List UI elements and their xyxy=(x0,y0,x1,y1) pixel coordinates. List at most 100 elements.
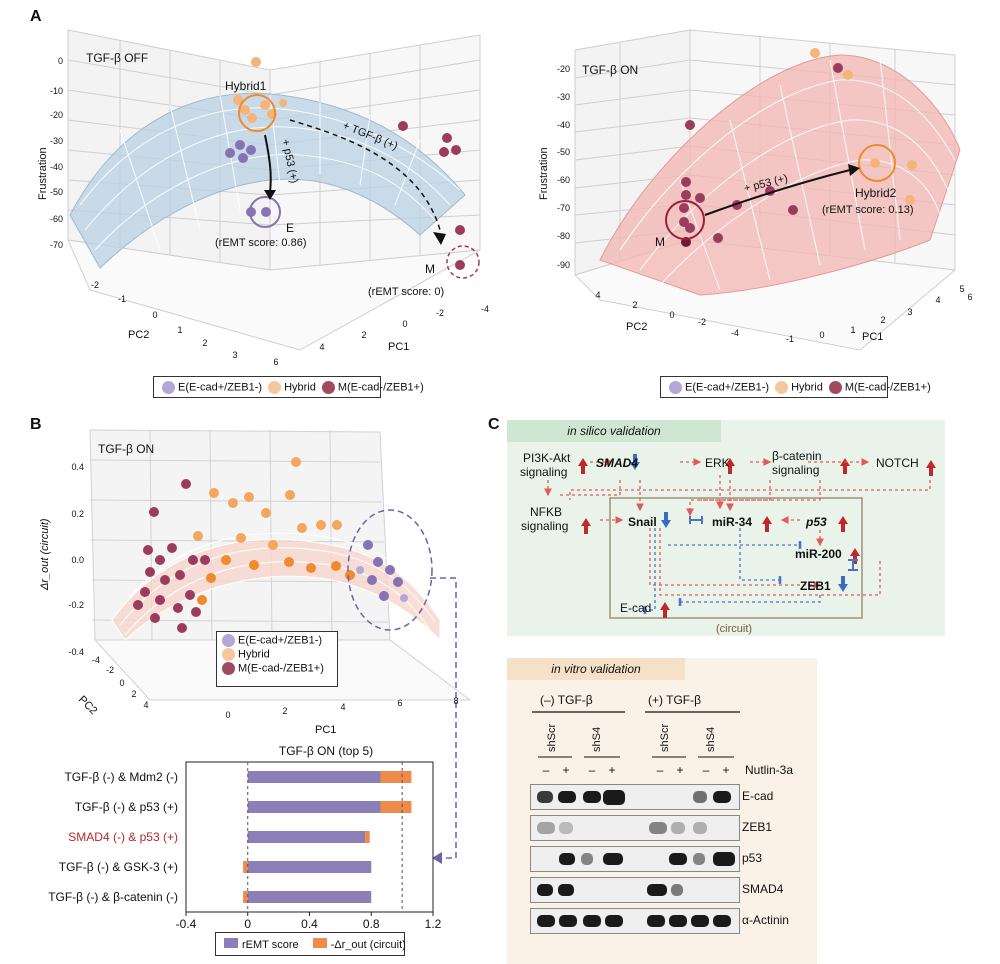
bar-category-label: TGF-β (-) & GSK-3 (+) xyxy=(59,860,178,874)
legend-e: E(E-cad+/ZEB1-) xyxy=(222,634,322,647)
panel-a-right-xlabel: PC1 xyxy=(862,331,883,343)
panel-b-yticks: -4 -2 0 2 4 xyxy=(92,655,149,710)
lane-label: shScr xyxy=(546,724,558,752)
blot-label-p53: p53 xyxy=(742,851,763,865)
bar-remt xyxy=(247,801,381,813)
panel-c-letter: C xyxy=(488,416,500,433)
legend-e: E(E-cad+/ZEB1-) xyxy=(669,380,769,394)
e-label: E xyxy=(286,221,294,235)
legend-m: M(E-cad-/ZEB1+) xyxy=(321,380,424,394)
blot-label-actinin: α-Actinin xyxy=(742,913,789,927)
svg-text:-20: -20 xyxy=(50,110,63,120)
svg-text:–: – xyxy=(589,763,596,777)
svg-text:+: + xyxy=(608,763,615,777)
up-arrow-icon xyxy=(581,518,591,534)
svg-text:0.2: 0.2 xyxy=(71,509,84,519)
svg-text:4: 4 xyxy=(595,290,600,300)
hybrid2-score: (rEMT score: 0.13) xyxy=(822,204,914,216)
down-arrow-icon xyxy=(661,512,671,528)
bar-xtick: 0 xyxy=(244,917,251,931)
m-score: (rEMT score: 0) xyxy=(368,286,444,298)
down-arrow-icon xyxy=(838,576,848,592)
blot-smad4 xyxy=(530,877,740,903)
bar-chart-title: TGF-β ON (top 5) xyxy=(279,744,373,758)
invitro-title: in vitro validation xyxy=(507,658,685,680)
node-smad4: SMAD4 xyxy=(596,456,638,470)
down-arrow-icon xyxy=(630,454,640,470)
svg-text:4: 4 xyxy=(143,700,148,710)
bar-category-label: TGF-β (-) & β-catenin (-) xyxy=(48,890,178,904)
cond-minus-label: (–) TGF-β xyxy=(540,693,593,707)
svg-text:0: 0 xyxy=(119,678,124,688)
lane-label: shS4 xyxy=(705,727,717,752)
panel-b-title: TGF-β ON xyxy=(98,442,154,456)
svg-text:-50: -50 xyxy=(557,147,570,157)
svg-text:0: 0 xyxy=(819,330,824,340)
panel-a-left-xticks: 6 4 2 0 -2 -4 xyxy=(273,304,489,367)
panel-a-letter: A xyxy=(30,8,42,25)
svg-text:2: 2 xyxy=(282,706,287,716)
svg-text:3: 3 xyxy=(907,307,912,317)
svg-text:5: 5 xyxy=(959,284,964,294)
node-notch: NOTCH xyxy=(876,456,919,470)
up-arrow-icon xyxy=(850,548,860,564)
svg-text:0: 0 xyxy=(152,310,157,320)
legend-h: Hybrid xyxy=(222,648,270,661)
svg-text:–: – xyxy=(703,763,710,777)
panel-a-left-zlabel: Frustration xyxy=(37,147,49,200)
svg-text:-4: -4 xyxy=(731,328,739,338)
legend-m: M(E-cad-/ZEB1+) xyxy=(222,662,324,675)
svg-text:-1: -1 xyxy=(786,334,794,344)
blot-label-zeb1: ZEB1 xyxy=(742,820,773,834)
bar-delta-r xyxy=(380,771,412,783)
panel-b-legend: E(E-cad+/ZEB1-) Hybrid M(E-cad-/ZEB1+) xyxy=(216,631,338,687)
insilico-panel xyxy=(507,420,945,636)
svg-text:-1: -1 xyxy=(118,294,126,304)
svg-text:8: 8 xyxy=(453,696,458,706)
node-mir34: miR-34 xyxy=(712,515,752,529)
svg-text:-30: -30 xyxy=(50,136,63,146)
nutlin-label: Nutlin-3a xyxy=(745,763,793,777)
m-label: M xyxy=(425,262,435,276)
node-bcat-line1: β-catenin xyxy=(772,449,822,463)
bar-category-label: SMAD4 (-) & p53 (+) xyxy=(68,830,178,844)
svg-text:3: 3 xyxy=(232,350,237,360)
blot-ecad xyxy=(530,784,740,810)
panel-b-points xyxy=(133,457,408,633)
svg-text:-30: -30 xyxy=(557,92,570,102)
panel-b-zlabel: Δr_out (circuit) xyxy=(39,518,51,591)
svg-text:-70: -70 xyxy=(50,240,63,250)
panel-a-left-ylabel: PC2 xyxy=(128,329,149,341)
lane-label: shScr xyxy=(659,724,671,752)
panel-a-right-title: TGF-β ON xyxy=(582,63,638,77)
bar-remt xyxy=(247,891,372,903)
panel-a-right-zticks: -20 -30 -40 -50 -60 -70 -80 -90 xyxy=(557,64,570,270)
svg-text:-0.4: -0.4 xyxy=(68,647,84,657)
up-arrow-icon xyxy=(762,516,772,532)
up-arrow-icon xyxy=(926,460,936,476)
blot-zeb1 xyxy=(530,815,740,841)
panel-a-right-yticks: 4 2 0 -2 -4 xyxy=(595,290,739,338)
node-arrows xyxy=(578,454,936,618)
node-snail: Snail xyxy=(628,515,657,529)
svg-text:6: 6 xyxy=(397,698,402,708)
panel-b-xticks: 0 2 4 6 8 xyxy=(225,696,458,720)
legend-remt: rEMT score xyxy=(224,937,299,951)
up-arrow-icon xyxy=(840,458,850,474)
lane-label: shS4 xyxy=(591,727,603,752)
svg-text:–: – xyxy=(543,763,550,777)
svg-text:-70: -70 xyxy=(557,203,570,213)
up-arrow-icon xyxy=(838,516,848,532)
svg-text:–: – xyxy=(657,763,664,777)
circuit-box xyxy=(609,497,863,619)
svg-text:-90: -90 xyxy=(557,260,570,270)
svg-text:+: + xyxy=(676,763,683,777)
node-nfkb-line2: signaling xyxy=(521,519,568,533)
hybrid2-label: Hybrid2 xyxy=(855,186,897,200)
svg-text:2: 2 xyxy=(361,330,366,340)
svg-text:-2: -2 xyxy=(698,317,706,327)
svg-text:6: 6 xyxy=(273,357,278,367)
node-ecad: E-cad xyxy=(620,601,651,615)
panel-a-left-yticks: -2 -1 0 1 2 3 xyxy=(91,280,238,360)
